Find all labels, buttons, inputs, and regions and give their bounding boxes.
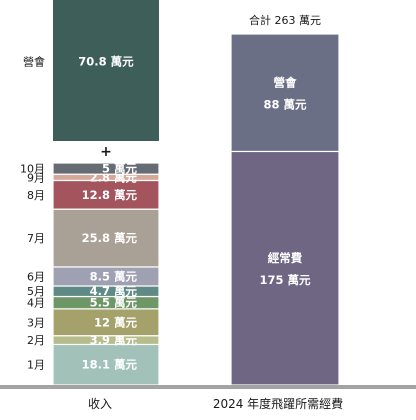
month-name-2: 2月 <box>27 334 45 347</box>
month-name-8: 8月 <box>27 189 45 202</box>
month-segment-10 <box>52 162 160 175</box>
month-name-5: 5月 <box>27 285 45 298</box>
funding-name-2: 營會 <box>274 76 297 90</box>
month-name-4: 4月 <box>27 297 45 310</box>
month-name-7: 7月 <box>27 232 45 245</box>
month-value-10: 5 萬元 <box>102 162 138 176</box>
month-value-3: 12 萬元 <box>94 315 138 329</box>
month-value-1: 18.1 萬元 <box>82 358 138 372</box>
month-segment-1 <box>52 343 160 386</box>
month-value-5: 4.7 萬元 <box>90 284 138 298</box>
month-value-6: 8.5 萬元 <box>90 269 138 283</box>
month-segment-3 <box>52 308 160 337</box>
month-segment-7 <box>52 208 160 268</box>
funding-value-1: 175 萬元 <box>259 273 311 287</box>
category-label-income: 收入 <box>88 397 112 411</box>
baseline <box>0 385 416 389</box>
month-name-1: 1月 <box>27 359 45 372</box>
camp-income-block <box>53 0 159 141</box>
category-label-required-funding: 2024 年度飛躍所需經費 <box>213 396 343 411</box>
plus-sign: + <box>100 144 112 160</box>
funding-name-1: 經常費 <box>268 251 303 265</box>
month-name-10: 10月 <box>20 163 45 176</box>
funding-segment-1 <box>230 150 340 386</box>
month-name-9: 9月 <box>27 171 45 184</box>
month-value-7: 25.8 萬元 <box>82 231 138 245</box>
month-name-6: 6月 <box>27 270 45 283</box>
month-name-3: 3月 <box>27 316 45 329</box>
funding-total-label: 合計 263 萬元 <box>249 13 321 27</box>
month-value-8: 12.8 萬元 <box>82 188 138 202</box>
funding-value-2: 88 萬元 <box>263 98 307 112</box>
month-segment-8 <box>52 179 160 210</box>
month-value-4: 5.5 萬元 <box>90 296 138 310</box>
camp-income-value: 70.8 萬元 <box>78 55 134 69</box>
funding-segment-2 <box>230 33 340 153</box>
month-value-2: 3.9 萬元 <box>90 333 138 347</box>
camp-income-name: 營會 <box>23 55 45 69</box>
chart-marks: 1月 18.1 萬元 2月 3.9 萬元 3月 12 萬元 4月 5.5 萬元 5月 4.7 萬元… <box>20 0 340 386</box>
